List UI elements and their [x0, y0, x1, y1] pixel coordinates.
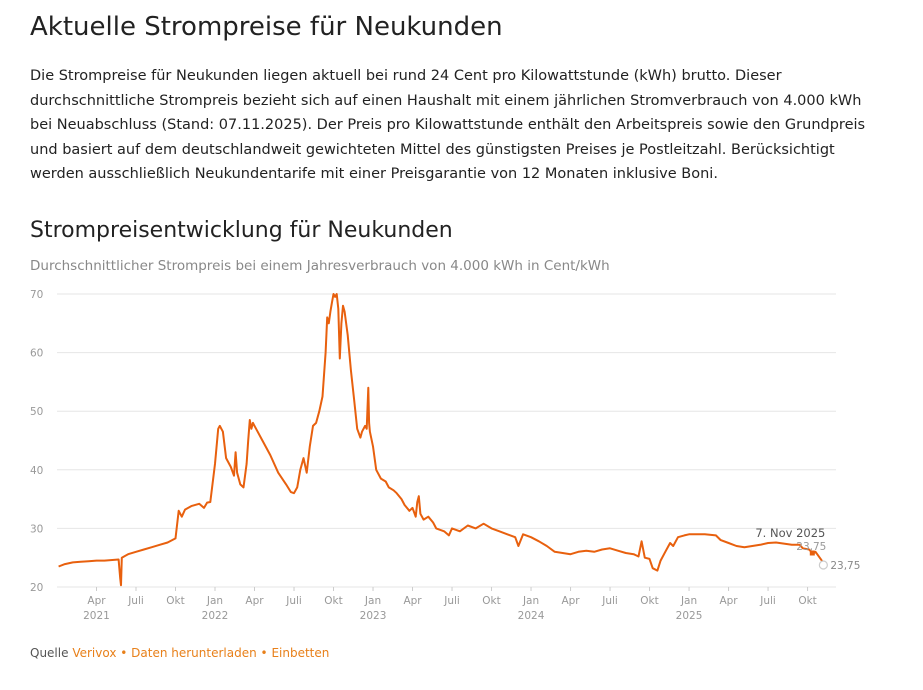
x-tick-label: Juli — [759, 595, 776, 607]
x-tick-label: Juli — [601, 595, 618, 607]
y-tick-label: 50 — [30, 406, 43, 418]
footer-separator: • — [260, 646, 268, 660]
highlight-point-marker — [818, 560, 828, 570]
x-tick-label: Jan — [206, 595, 223, 607]
page-title: Aktuelle Strompreise für Neukunden — [30, 12, 503, 42]
series-line — [58, 293, 825, 587]
embed-link[interactable]: Einbetten — [271, 646, 330, 660]
x-tick-label: Jan — [680, 595, 697, 607]
footer-separator: • — [120, 646, 128, 660]
x-tick-label: Apr — [719, 595, 738, 607]
x-tick-label: Okt — [798, 595, 816, 607]
last-point-marker — [809, 550, 815, 556]
x-tick-label: Juli — [443, 595, 460, 607]
x-tick-label: Jan — [364, 595, 381, 607]
series-layer — [58, 293, 825, 587]
y-tick-label: 70 — [30, 289, 43, 301]
grid-layer — [57, 293, 836, 588]
highlight-value-label: 23,75 — [796, 541, 826, 553]
y-axis: 20 30 40 50 60 70 — [30, 289, 43, 594]
chart-subtitle: Durchschnittlicher Strompreis bei einem … — [30, 258, 610, 274]
x-tick-label: Apr — [87, 595, 106, 607]
source-label: Quelle — [30, 646, 69, 660]
x-tick-label: Okt — [640, 595, 658, 607]
chart-footer: Quelle Verivox • Daten herunterladen • E… — [30, 646, 329, 660]
x-tick-year-label: 2022 — [202, 610, 229, 622]
x-tick-year-label: 2025 — [676, 610, 703, 622]
y-tick-label: 20 — [30, 582, 43, 594]
price-line-chart[interactable]: 20 30 40 50 60 70 Apr 2021 Juli Okt Jan 2022 Apr Jul… — [0, 0, 923, 640]
chart-title: Strompreisentwicklung für Neukunden — [30, 218, 453, 243]
x-tick-label: Apr — [245, 595, 264, 607]
download-data-link[interactable]: Daten herunterladen — [131, 646, 257, 660]
x-tick-label: Okt — [166, 595, 184, 607]
y-tick-label: 40 — [30, 465, 43, 477]
intro-paragraph: Die Strompreise für Neukunden liegen akt… — [30, 68, 866, 182]
source-link[interactable]: Verivox — [72, 646, 117, 660]
x-tick-label: Juli — [285, 595, 302, 607]
x-tick-label: Apr — [403, 595, 422, 607]
x-tick-year-label: 2021 — [83, 610, 110, 622]
x-tick-label: Okt — [482, 595, 500, 607]
highlight-date-label: 7. Nov 2025 — [755, 526, 825, 540]
x-axis: Apr 2021 Juli Okt Jan 2022 Apr Juli Okt Jan 2023 Ap… — [83, 587, 817, 622]
y-tick-label: 60 — [30, 348, 43, 360]
x-tick-year-label: 2024 — [518, 610, 545, 622]
x-tick-label: Juli — [127, 595, 144, 607]
x-tick-year-label: 2023 — [360, 610, 387, 622]
y-tick-label: 30 — [30, 523, 43, 535]
x-tick-label: Apr — [561, 595, 580, 607]
x-tick-label: Jan — [522, 595, 539, 607]
end-value-label: 23,75 — [830, 560, 860, 572]
x-tick-label: Okt — [324, 595, 342, 607]
